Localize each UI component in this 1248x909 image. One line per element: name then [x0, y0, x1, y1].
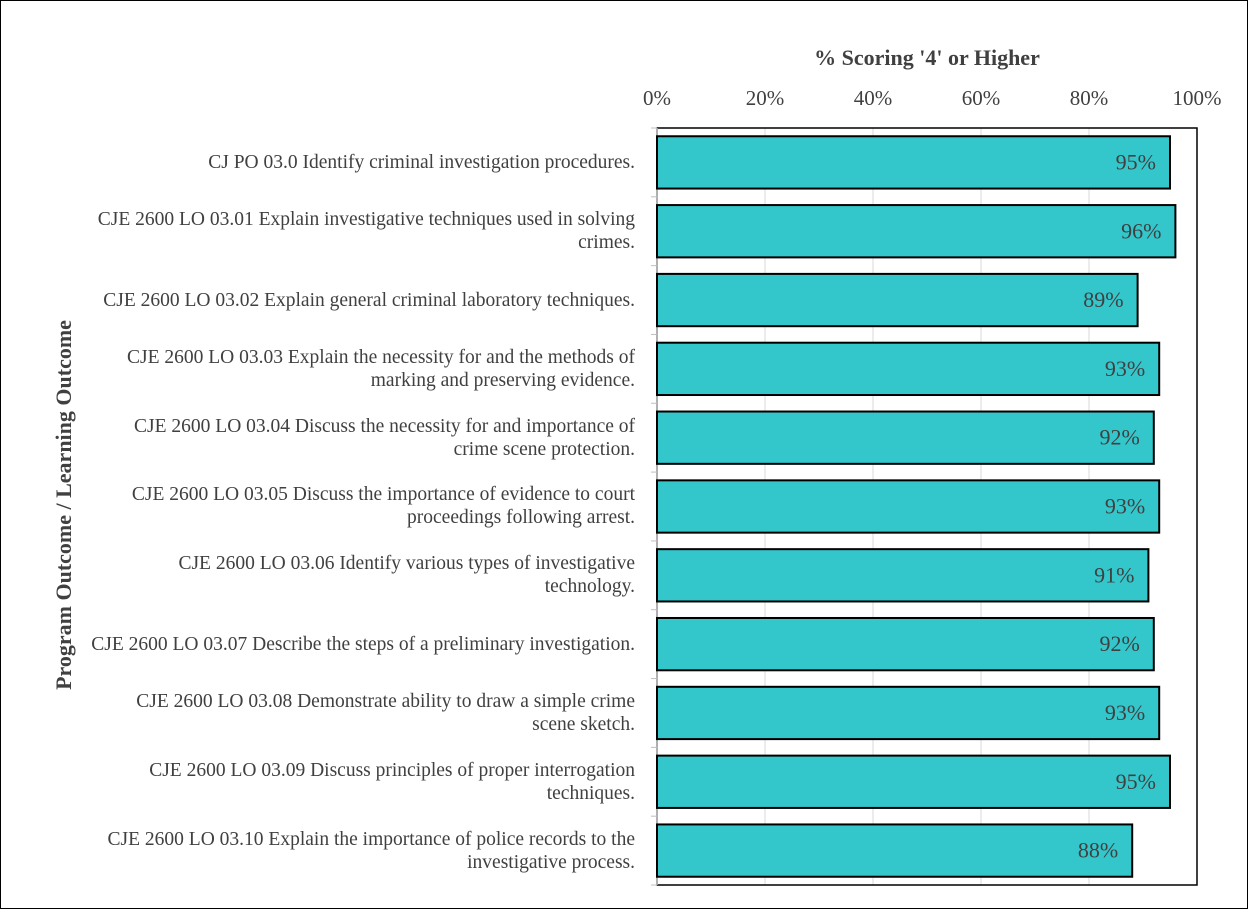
y-axis-title: Program Outcome / Learning Outcome: [51, 320, 76, 690]
value-label: 91%: [1094, 562, 1134, 587]
bar: [656, 616, 1155, 672]
bar: [656, 272, 1139, 328]
bar: [656, 479, 1161, 534]
bar: [656, 754, 1171, 809]
y-tick-label: CJE 2600 LO 03.01 Explain investigative …: [97, 209, 635, 254]
bar: [656, 410, 1155, 465]
value-label: 95%: [1116, 769, 1156, 794]
x-tick-label: 40%: [854, 86, 893, 110]
value-label: 92%: [1099, 631, 1139, 656]
value-label: 93%: [1105, 356, 1145, 381]
value-label: 93%: [1105, 700, 1145, 725]
bar: [656, 823, 1134, 878]
bar: [656, 685, 1161, 741]
y-tick-label: CJE 2600 LO 03.09 Discuss principles of …: [149, 759, 635, 804]
y-tick-label: CJE 2600 LO 03.03 Explain the necessity …: [127, 346, 635, 391]
x-tick-label: 80%: [1070, 86, 1109, 110]
y-tick-label: CJE 2600 LO 03.06 Identify various types…: [178, 553, 635, 598]
bar: [656, 548, 1150, 603]
value-label: 93%: [1105, 494, 1145, 519]
y-tick-label: CJE 2600 LO 03.02 Explain general crimin…: [103, 289, 635, 311]
value-label: 95%: [1116, 149, 1156, 174]
x-tick-label: 20%: [746, 86, 785, 110]
y-tick-label: CJE 2600 LO 03.04 Discuss the necessity …: [134, 415, 635, 460]
x-tick-label: 0%: [643, 86, 671, 110]
bar: [656, 204, 1177, 259]
x-tick-label: 100%: [1173, 86, 1222, 110]
value-label: 88%: [1078, 838, 1118, 863]
value-label: 92%: [1099, 425, 1139, 450]
x-tick-label: 60%: [962, 86, 1001, 110]
bar: [656, 135, 1171, 190]
y-tick-label: CJ PO 03.0 Identify criminal investigati…: [208, 151, 635, 173]
y-tick-label: CJE 2600 LO 03.08 Demonstrate ability to…: [136, 690, 635, 735]
value-label: 89%: [1083, 287, 1123, 312]
bar: [656, 341, 1161, 397]
y-tick-label: CJE 2600 LO 03.07 Describe the steps of …: [91, 633, 635, 655]
x-axis-title: % Scoring '4' or Higher: [814, 45, 1040, 70]
y-tick-label: CJE 2600 LO 03.05 Discuss the importance…: [131, 484, 635, 529]
value-label: 96%: [1121, 218, 1161, 243]
y-tick-label: CJE 2600 LO 03.10 Explain the importance…: [107, 828, 635, 873]
